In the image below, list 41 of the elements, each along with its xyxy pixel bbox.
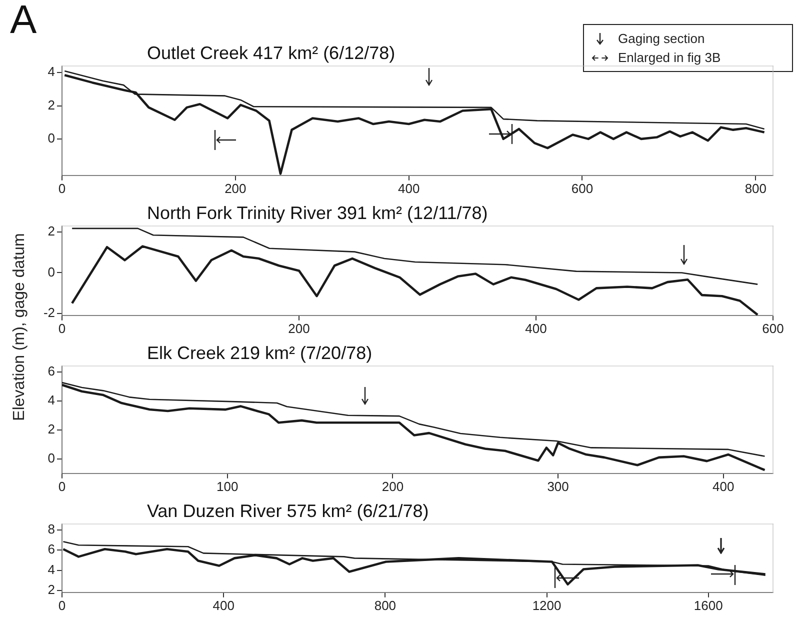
x-tick-label: 1200 — [532, 598, 562, 613]
x-tick-label: 0 — [58, 180, 66, 196]
y-tick-label: 4 — [48, 392, 55, 408]
y-tick-label: 6 — [48, 542, 55, 557]
x-tick-label: 0 — [58, 598, 66, 613]
y-tick-label: 4 — [48, 64, 55, 80]
chart-title: Elk Creek 219 km² (7/20/78) — [147, 342, 372, 363]
y-axis-title: Elevation (m), gage datum — [11, 232, 29, 423]
y-tick-label: 2 — [48, 421, 55, 436]
x-tick-label: 100 — [216, 478, 238, 494]
x-tick-label: 300 — [547, 478, 569, 494]
y-tick-label: 2 — [48, 582, 55, 597]
y-tick-label: 8 — [48, 522, 55, 537]
x-tick-label: 400 — [525, 320, 547, 336]
x-tick-label: 200 — [382, 478, 404, 494]
y-tick-label: 2 — [48, 97, 55, 112]
chart-title: Van Duzen River 575 km² (6/21/78) — [147, 500, 429, 521]
y-tick-label: 0 — [48, 450, 55, 466]
x-tick-label: 0 — [58, 478, 66, 494]
x-tick-label: 200 — [288, 320, 310, 336]
chart-title: North Fork Trinity River 391 km² (12/11/78) — [147, 202, 488, 223]
y-tick-label: 0 — [48, 264, 55, 280]
chart-title: Outlet Creek 417 km² (6/12/78) — [147, 42, 396, 63]
x-tick-label: 600 — [571, 180, 594, 196]
y-tick-label: 4 — [48, 562, 55, 577]
text: A — [10, 0, 37, 43]
x-tick-label: 200 — [224, 180, 246, 196]
x-tick-label: 400 — [398, 180, 420, 196]
x-tick-label: 400 — [212, 598, 234, 613]
x-tick-label: 1600 — [694, 598, 723, 613]
y-tick-label: 6 — [48, 363, 55, 378]
x-tick-label: 0 — [58, 320, 66, 336]
text: Gaging section — [618, 31, 705, 46]
x-tick-label: 600 — [762, 320, 784, 336]
y-tick-label: -2 — [43, 304, 55, 320]
y-tick-label: 2 — [48, 224, 55, 239]
x-tick-label: 800 — [744, 180, 767, 196]
y-tick-label: 0 — [48, 130, 55, 146]
x-tick-label: 800 — [374, 598, 396, 613]
x-tick-label: 400 — [712, 478, 734, 494]
text: Enlarged in fig 3B — [618, 50, 721, 65]
